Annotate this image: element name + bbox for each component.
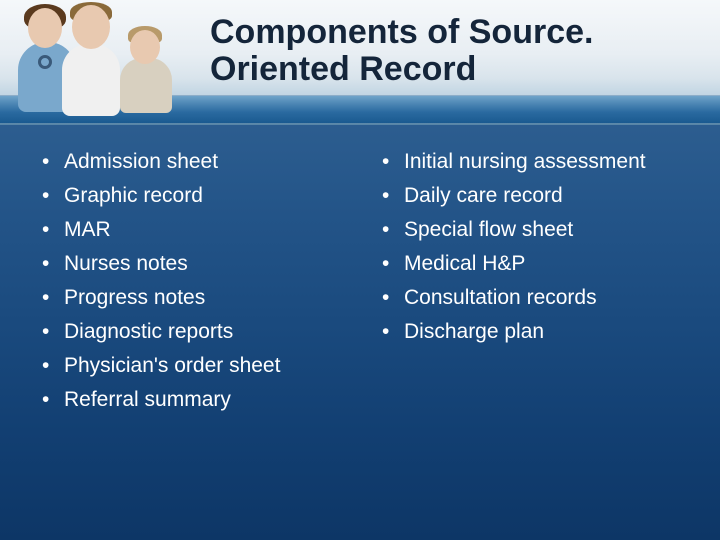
title-line-2: Oriented Record [210,50,476,88]
list-item: Admission sheet [40,150,350,174]
doctor-body-shape [62,44,120,116]
doctor-head-shape [72,5,110,49]
left-column: Admission sheet Graphic record MAR Nurses n… [40,150,350,422]
list-item: Medical H&P [380,252,690,276]
list-item: Discharge plan [380,320,690,344]
nurse-head-shape [28,8,62,48]
stethoscope-icon [38,55,52,69]
title-line-1: Components of Source. [210,13,593,51]
list-item: Physician's order sheet [40,354,350,378]
list-item: Progress notes [40,286,350,310]
right-column: Initial nursing assessment Daily care rec… [380,150,690,422]
right-bullet-list: Initial nursing assessment Daily care rec… [380,150,690,344]
list-item: Referral summary [40,388,350,412]
slide-title: Components of Source. Oriented Record [210,14,700,89]
left-bullet-list: Admission sheet Graphic record MAR Nurses n… [40,150,350,412]
list-item: Consultation records [380,286,690,310]
patient-body-shape [120,58,172,113]
patient-head-shape [130,30,160,64]
content-area: Admission sheet Graphic record MAR Nurses n… [40,150,690,422]
list-item: Daily care record [380,184,690,208]
list-item: Diagnostic reports [40,320,350,344]
list-item: MAR [40,218,350,242]
slide: Components of Source. Oriented Record Ad… [0,0,720,540]
list-item: Special flow sheet [380,218,690,242]
header-illustration [0,0,200,120]
list-item: Initial nursing assessment [380,150,690,174]
list-item: Nurses notes [40,252,350,276]
list-item: Graphic record [40,184,350,208]
